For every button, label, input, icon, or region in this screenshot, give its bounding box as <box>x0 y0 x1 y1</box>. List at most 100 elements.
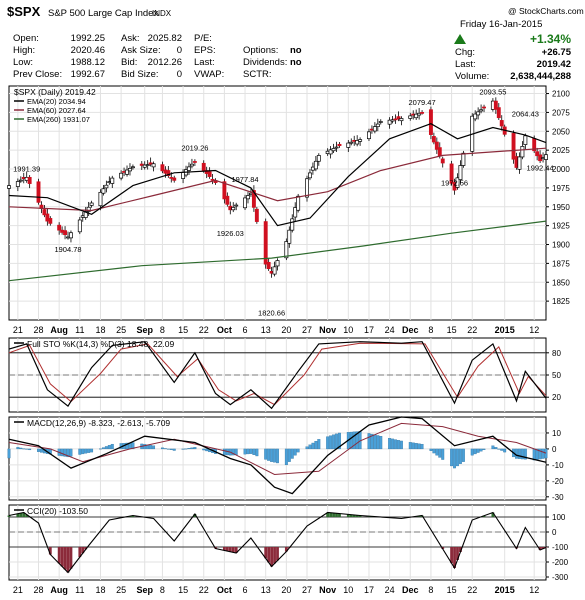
macd-histogram-bar <box>338 432 341 450</box>
candle-body <box>57 224 62 231</box>
candle-body <box>151 163 156 168</box>
macd-histogram-bar <box>450 448 454 467</box>
candle <box>396 111 401 122</box>
macd-histogram-bar <box>290 448 294 459</box>
y-tick-label: -20 <box>552 477 564 486</box>
candle <box>251 185 256 212</box>
y-tick-label: -10 <box>552 461 564 470</box>
y-tick-label: 1975 <box>552 184 570 193</box>
candle <box>440 156 445 168</box>
candle-body <box>275 260 280 267</box>
candle-body <box>101 188 106 194</box>
candle <box>358 137 363 146</box>
macd-histogram-bar <box>184 448 188 450</box>
candle <box>367 128 371 141</box>
cci-line <box>8 511 547 574</box>
cci-oversold-fill <box>538 547 542 550</box>
candle-body <box>119 172 124 179</box>
macd-histogram-bar <box>249 448 253 454</box>
macd-histogram-bar <box>160 447 164 450</box>
macd-histogram-bar <box>494 447 498 450</box>
candle-body <box>125 169 129 175</box>
cci-overbought-fill <box>329 512 333 517</box>
candle <box>101 184 106 196</box>
cci-oversold-fill <box>264 547 268 559</box>
macd-histogram-bar <box>397 440 400 450</box>
quote-value: +26.75 <box>542 47 572 58</box>
y-tick-label: 0 <box>552 528 557 537</box>
cci-oversold-fill <box>276 547 279 561</box>
candle <box>523 133 528 150</box>
candle-body <box>172 177 177 181</box>
macd-histogram-bar <box>532 448 536 461</box>
candle <box>308 169 312 181</box>
macd-histogram-bar <box>190 447 194 450</box>
cci-oversold-fill <box>48 547 52 555</box>
cci-overbought-fill <box>335 513 338 517</box>
candle <box>125 165 129 177</box>
macd-histogram-bar <box>391 438 395 450</box>
x-tick-label: 15 <box>447 325 457 335</box>
macd-histogram-bar <box>243 448 247 455</box>
candle <box>48 216 53 226</box>
y-tick-label: 1850 <box>552 278 570 287</box>
macd-histogram-bar <box>388 438 392 450</box>
quote-value: 1988.12 <box>71 57 105 68</box>
price-annotation: 1992.44 <box>527 164 554 173</box>
macd-histogram-bar <box>60 448 64 457</box>
x-tick-label: 6 <box>243 325 248 335</box>
candle-body <box>434 141 439 150</box>
candle-body <box>396 116 401 120</box>
candle-body <box>482 106 486 109</box>
candle-body <box>431 136 436 143</box>
x-tick-label: 28 <box>33 325 43 335</box>
cci-oversold-fill <box>270 547 273 567</box>
macd-histogram-bar <box>335 433 338 450</box>
cci-oversold-fill <box>60 547 64 567</box>
macd-histogram-bar <box>246 448 250 455</box>
exchange: INDX <box>152 9 172 18</box>
y-tick-label: -300 <box>552 573 569 582</box>
macd-histogram-bar <box>172 448 176 451</box>
candle-body <box>189 163 194 167</box>
ema20-line <box>8 123 547 227</box>
macd-histogram-bar <box>101 447 105 450</box>
candle <box>458 160 463 185</box>
candle <box>476 107 481 120</box>
candle <box>482 104 486 113</box>
macd-histogram-bar <box>264 448 268 460</box>
price-annotation: 2079.47 <box>409 98 436 107</box>
candle-body <box>520 146 525 158</box>
candle <box>27 175 32 189</box>
macd-histogram-bar <box>417 443 421 450</box>
quote-value: 2012.26 <box>148 57 182 68</box>
macd-histogram-bar <box>420 443 424 450</box>
x-tick-label: 12 <box>529 325 539 335</box>
candle <box>328 146 333 159</box>
cci-overbought-fill <box>349 514 353 517</box>
candle-body <box>399 118 404 122</box>
candle <box>45 208 50 226</box>
macd-histogram-bar <box>187 448 191 450</box>
candle <box>431 132 436 145</box>
stoch-d-line <box>8 342 547 406</box>
symbol: $SPX <box>7 4 41 19</box>
quote-label: Bid: <box>121 57 137 68</box>
candle-body <box>455 177 460 188</box>
macd-histogram-bar <box>497 448 501 450</box>
x-tick-label: 27 <box>302 325 312 335</box>
legend-item: EMA(60) 2027.64 <box>27 106 86 115</box>
macd-histogram-bar <box>349 431 353 450</box>
candle <box>428 106 433 140</box>
cci-oversold-fill <box>456 547 459 560</box>
candle-body <box>86 206 91 212</box>
macd-histogram-bar <box>202 448 206 451</box>
candle-body <box>390 119 395 122</box>
x-tick-label: 8 <box>428 585 433 595</box>
candle <box>128 163 132 176</box>
macd-histogram-bar <box>541 448 545 459</box>
cci-oversold-fill <box>228 547 232 552</box>
macd-histogram-bar <box>500 448 504 451</box>
candle-body <box>63 230 68 236</box>
candle <box>293 202 298 222</box>
